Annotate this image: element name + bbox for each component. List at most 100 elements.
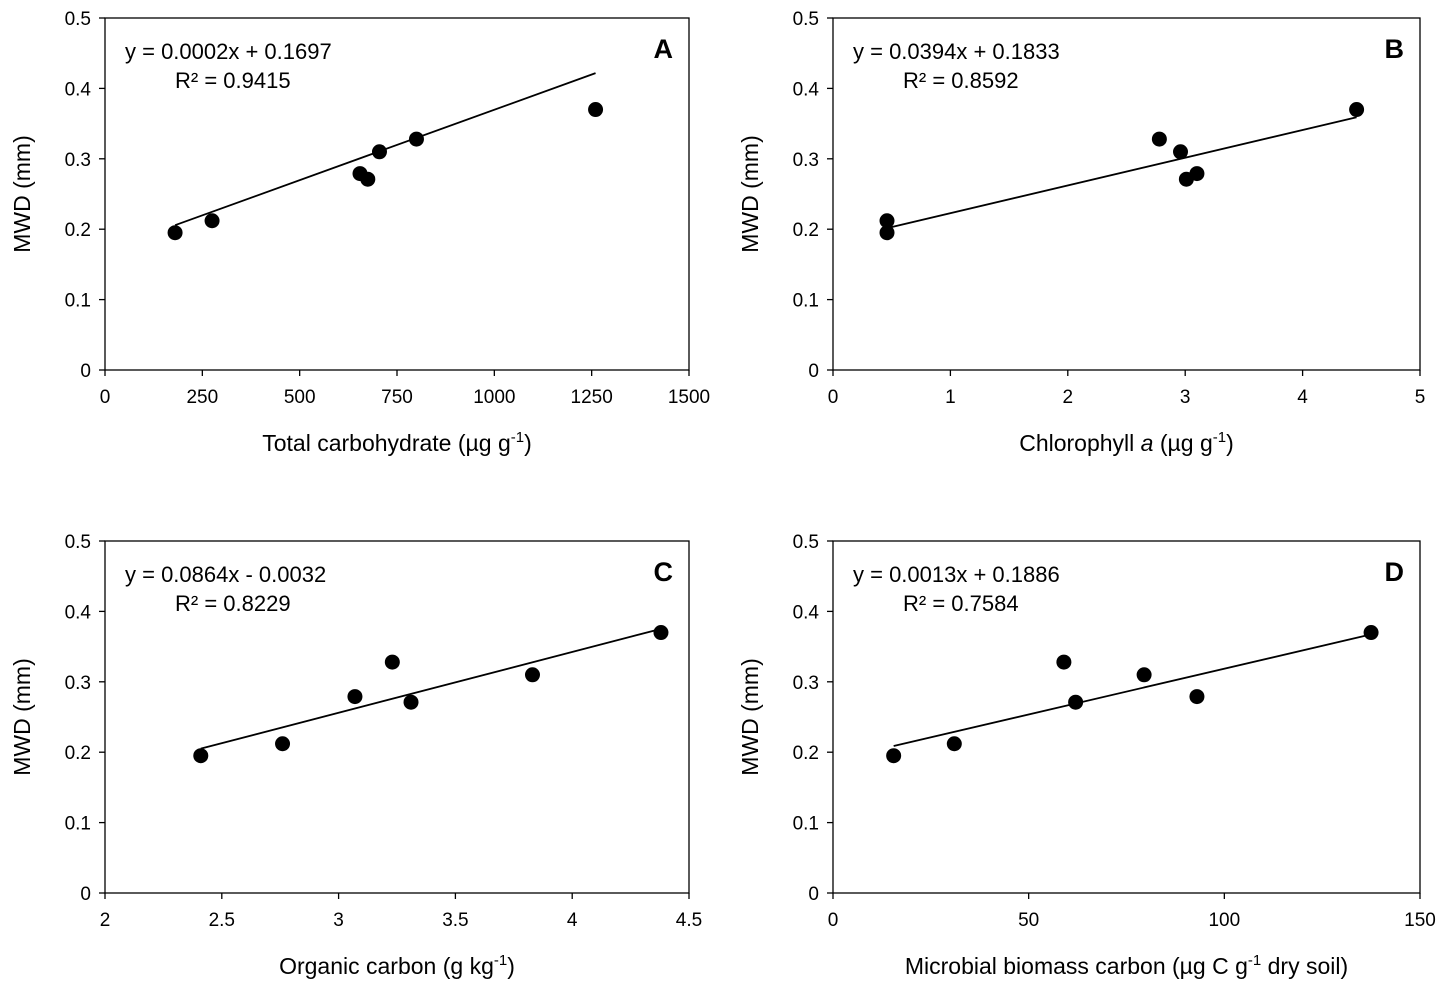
panel-c-data-point: [193, 748, 209, 764]
panel-b-data-point: [1173, 144, 1189, 160]
panel-b-y-tick-label: 0.2: [793, 220, 819, 241]
panel-d-x-axis-label-pre: Microbial biomass carbon (µg C g: [905, 953, 1248, 979]
panel-a-y-tick-label: 0.3: [65, 150, 91, 171]
panel-b-r-squared: R² = 0.8592: [903, 68, 1019, 93]
panel-a-x-tick-label: 250: [186, 387, 218, 408]
panel-a-x-tick-label: 1250: [571, 387, 613, 408]
panel-a-x-tick-label: 750: [381, 387, 413, 408]
panel-d-data-point: [1056, 654, 1072, 670]
panel-c-x-axis-label-pre: Organic carbon (g kg: [279, 953, 494, 979]
panel-a-x-tick-label: 0: [100, 387, 111, 408]
panel-b-x-tick-label: 0: [828, 387, 839, 408]
panel-a-y-tick-label: 0.2: [65, 220, 91, 241]
panel-c-trendline: [200, 627, 662, 750]
panel-a: 0 250 500 750 1000 1250 1500 0 0.1 0.2 0.3 0.4 0.5 MW…: [9, 9, 710, 456]
panel-b-x-tick-label: 2: [1063, 387, 1074, 408]
panel-b-x-tick-label: 4: [1297, 387, 1308, 408]
panel-d-y-tick-label: 0.2: [793, 743, 819, 764]
panel-a-data-point: [371, 144, 387, 160]
panel-a-y-tick-label: 0.1: [65, 291, 91, 312]
panel-b-y-tick-label: 0.5: [793, 9, 819, 30]
panel-d-y-tick-label: 0.4: [793, 602, 820, 623]
panel-b: 0 1 2 3 4 5 0 0.1 0.2 0.3 0.4 0.5 MWD (mm) Chlorophyl…: [737, 9, 1425, 456]
panel-c-data-point: [403, 694, 419, 710]
panel-b-y-tick-label: 0.1: [793, 291, 819, 312]
panel-a-x-axis-label-post: ): [524, 430, 532, 456]
panel-b-data-point: [879, 213, 895, 229]
panel-a-y-tick-label: 0.4: [65, 79, 92, 100]
panel-c-x-tick-label: 2: [100, 910, 111, 931]
panel-b-x-axis-label: Chlorophyll a (µg g-1): [1019, 429, 1234, 456]
panel-d-x-tick-label: 100: [1208, 910, 1240, 931]
panel-d-x-axis-label: Microbial biomass carbon (µg C g-1 dry s…: [905, 952, 1348, 979]
panel-c-data-point: [275, 736, 291, 752]
panel-d-y-axis-label: MWD (mm): [737, 658, 763, 776]
panel-c-y-tick-label: 0.2: [65, 743, 91, 764]
panel-a-x-axis-label-sup: -1: [511, 429, 524, 446]
panel-d-y-tick-label: 0.5: [793, 532, 819, 553]
panel-b-x-axis-label-pre: Chlorophyll: [1019, 430, 1140, 456]
panel-d-x-tick-label: 150: [1404, 910, 1436, 931]
panel-a-letter: A: [654, 34, 674, 64]
panel-a-y-tick-label: 0: [80, 361, 91, 382]
panel-a-x-tick-label: 1500: [668, 387, 710, 408]
panel-b-x-tick-label: 3: [1180, 387, 1191, 408]
panel-c-x-axis-label: Organic carbon (g kg-1): [279, 952, 515, 979]
panel-d-r-squared: R² = 0.7584: [903, 591, 1019, 616]
panel-b-x-tick-label: 5: [1415, 387, 1426, 408]
panel-d-data-point: [1189, 689, 1205, 705]
panel-a-data-point: [360, 171, 376, 187]
panel-c-y-tick-label: 0: [80, 884, 91, 905]
panel-c-x-tick-label: 2.5: [209, 910, 235, 931]
panel-c-data-point: [653, 625, 669, 641]
panel-b-data-point: [1189, 166, 1205, 182]
panel-b-y-tick-label: 0.4: [793, 79, 820, 100]
panel-b-trendline: [886, 116, 1357, 230]
panel-b-frame: [832, 17, 1421, 371]
panel-d-y-tick-label: 0.1: [793, 814, 819, 835]
panel-d-frame: [832, 540, 1421, 894]
panel-b-data-point: [879, 225, 895, 241]
panel-c-y-tick-label: 0.5: [65, 532, 91, 553]
panel-b-data-point: [1151, 131, 1167, 147]
panel-b-x-tick-label: 1: [945, 387, 956, 408]
panel-a-x-axis-label: Total carbohydrate (µg g-1): [262, 429, 532, 456]
panel-a-data-point: [408, 131, 424, 147]
panel-c-letter: C: [654, 557, 674, 587]
panel-d-data-point: [886, 748, 902, 764]
panel-d-y-tick-label: 0: [808, 884, 819, 905]
panel-c-x-axis-label-post: ): [507, 953, 515, 979]
panel-c-y-tick-label: 0.1: [65, 814, 91, 835]
panel-b-x-axis-label-mid: (µg g: [1153, 430, 1212, 456]
panel-d-data-point: [1136, 667, 1152, 683]
panel-b-y-tick-label: 0: [808, 361, 819, 382]
panel-c-y-tick-label: 0.3: [65, 673, 91, 694]
panel-c-data-point: [524, 667, 540, 683]
panel-a-y-axis-label: MWD (mm): [9, 135, 35, 253]
panel-a-r-squared: R² = 0.9415: [175, 68, 291, 93]
panel-d-trendline: [893, 633, 1372, 747]
panel-d-x-axis-label-post: dry soil): [1261, 953, 1348, 979]
panel-a-equation: y = 0.0002x + 0.1697: [125, 39, 332, 64]
panel-c-x-tick-label: 3.5: [442, 910, 468, 931]
panel-c-equation: y = 0.0864x - 0.0032: [125, 562, 326, 587]
panel-a-x-tick-label: 1000: [473, 387, 515, 408]
panel-d-x-axis-label-sup: -1: [1248, 952, 1261, 969]
panel-d-data-point: [1363, 625, 1379, 641]
panel-b-letter: B: [1385, 34, 1405, 64]
panel-c-data-point: [384, 654, 400, 670]
panel-a-y-tick-label: 0.5: [65, 9, 91, 30]
panel-c-frame: [104, 540, 690, 894]
panel-a-data-point: [204, 213, 220, 229]
panel-c-data-point: [347, 689, 363, 705]
panel-a-data-point: [588, 102, 604, 118]
panel-c-y-tick-label: 0.4: [65, 602, 92, 623]
panel-d-y-tick-label: 0.3: [793, 673, 819, 694]
panel-b-x-axis-label-italic: a: [1141, 430, 1154, 456]
panel-a-x-axis-label-pre: Total carbohydrate (µg g: [262, 430, 511, 456]
panel-d-letter: D: [1385, 557, 1405, 587]
panel-b-y-tick-label: 0.3: [793, 150, 819, 171]
panel-d-x-tick-label: 50: [1018, 910, 1039, 931]
panel-a-data-point: [167, 225, 183, 241]
